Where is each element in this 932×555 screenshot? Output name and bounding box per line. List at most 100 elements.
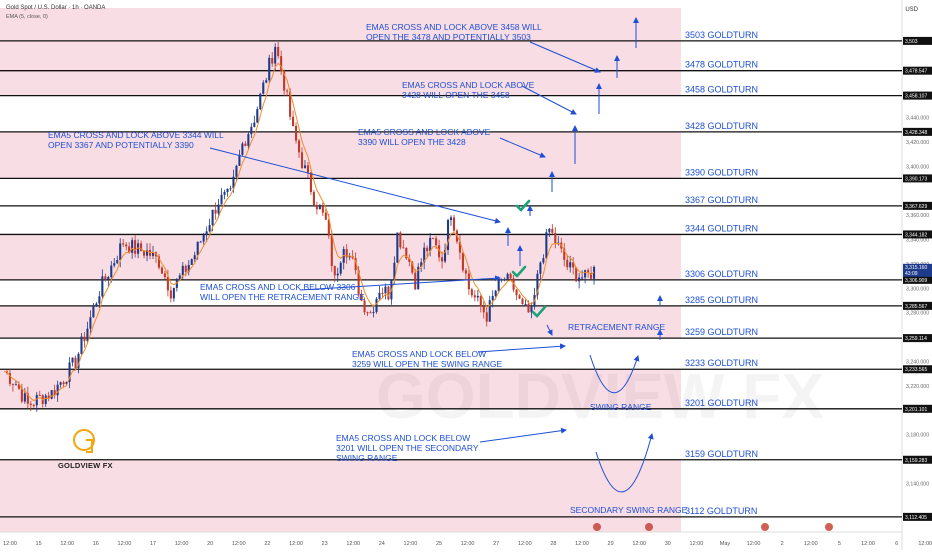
annotation-text: OPEN 3367 AND POTENTIALLY 3390 <box>48 140 194 150</box>
candle-body <box>220 194 223 205</box>
price-tag-bg <box>903 36 932 45</box>
candle-body <box>280 56 283 72</box>
candle-body <box>17 384 20 389</box>
candle-body <box>551 228 554 233</box>
x-tick-label: May <box>720 541 731 547</box>
x-tick-label: 30 <box>665 541 671 547</box>
candle-body <box>95 303 98 307</box>
candle-body <box>339 262 342 274</box>
x-tick-label: 6 <box>895 541 898 547</box>
price-tag-bg <box>903 512 932 521</box>
candle-body <box>74 357 77 368</box>
annotation-text: 3428 WILL OPEN THE 3458 <box>402 90 510 100</box>
candle-body <box>160 267 163 274</box>
candle-body <box>262 82 265 94</box>
price-tag-bg <box>903 66 932 75</box>
price-tag-bg <box>903 174 932 183</box>
candle-body <box>429 237 432 252</box>
candle-body <box>211 209 214 226</box>
annotation-text: EMA5 CROSS AND LOCK ABOVE <box>402 80 535 90</box>
candle-body <box>363 300 366 313</box>
candle-body <box>77 353 80 368</box>
candle-body <box>92 306 95 318</box>
event-flag-icon <box>761 523 769 531</box>
pink-zone <box>0 8 681 96</box>
candle-body <box>306 165 310 173</box>
annotation-text: EMA5 CROSS AND LOCK ABOVE 3344 WILL <box>48 130 224 140</box>
candle-body <box>590 272 593 279</box>
pink-zone <box>0 131 681 179</box>
x-tick-label: 12:00 <box>575 541 589 547</box>
goldturn-label: 3306 GOLDTURN <box>685 269 758 279</box>
x-tick-label: 5 <box>838 541 841 547</box>
candle-body <box>426 247 429 252</box>
x-tick-label: 12:00 <box>747 541 761 547</box>
candle-body <box>38 394 41 396</box>
price-tag-bg <box>903 230 932 239</box>
candle-body <box>23 393 26 402</box>
candle-body <box>476 295 479 298</box>
candle-body <box>175 279 178 288</box>
candle-body <box>485 312 488 322</box>
candle-body <box>578 277 581 282</box>
x-tick-label: 12:00 <box>346 541 360 547</box>
price-tag-label: 3,367.629 <box>905 204 927 210</box>
candle-body <box>35 394 38 406</box>
candle-body <box>110 265 113 277</box>
pink-zone <box>0 369 681 409</box>
candle-body <box>50 390 53 399</box>
y-tick-label: 3,240.000 <box>906 359 929 365</box>
candle-body <box>461 252 464 271</box>
y-tick-label: 3,440.000 <box>906 116 929 122</box>
candle-body <box>283 71 286 91</box>
candle-body <box>482 306 485 313</box>
candle-body <box>357 270 360 295</box>
candle-body <box>378 292 381 299</box>
candle-body <box>143 251 146 256</box>
candle-body <box>71 357 74 363</box>
candle-body <box>473 295 476 298</box>
x-tick-label: 16 <box>93 541 99 547</box>
annotation-text: OPEN THE 3478 AND POTENTIALLY 3503 <box>366 32 531 42</box>
annotation-arrow <box>529 41 601 73</box>
candle-body <box>545 232 548 259</box>
pink-zone <box>0 459 681 532</box>
x-tick-label: 12:00 <box>60 541 74 547</box>
candle-body <box>32 404 35 406</box>
y-tick-label: 3,400.000 <box>906 164 929 170</box>
goldturn-label: 3367 GOLDTURN <box>685 195 758 205</box>
candle-body <box>530 306 533 313</box>
price-tag-bg <box>903 201 932 210</box>
candle-body <box>446 220 450 250</box>
candle-body <box>312 192 315 205</box>
candle-body <box>113 263 116 266</box>
goldview-logo-mark <box>86 439 93 453</box>
candle-body <box>223 191 226 195</box>
goldturn-label: 3458 GOLDTURN <box>685 85 758 95</box>
swing-range-curve <box>589 354 640 393</box>
current-price-value: 3,315.160 <box>905 265 927 271</box>
x-tick-label: 27 <box>493 541 499 547</box>
price-tag-label: 3,285.567 <box>905 304 927 310</box>
price-tag-bg <box>903 127 932 136</box>
candle-body <box>247 134 250 146</box>
candle-body <box>300 152 304 168</box>
candle-body <box>432 237 435 239</box>
goldturn-label: 3201 GOLDTURN <box>685 398 758 408</box>
x-tick-label: 22 <box>264 541 270 547</box>
price-tag-label: 3,159.283 <box>905 458 927 464</box>
candle-body <box>399 232 402 248</box>
candle-body <box>157 256 161 268</box>
candle-body <box>145 249 149 256</box>
candle-body <box>125 244 128 247</box>
range-label: SECONDARY SWING RANGE <box>570 505 688 515</box>
candle-body <box>569 262 572 268</box>
candle-body <box>274 46 277 64</box>
candle-body <box>250 126 253 135</box>
candle-body <box>44 395 47 404</box>
candle-body <box>411 261 414 273</box>
x-tick-label: 12:00 <box>861 541 875 547</box>
candle-body <box>232 176 235 189</box>
candle-body <box>309 172 312 193</box>
